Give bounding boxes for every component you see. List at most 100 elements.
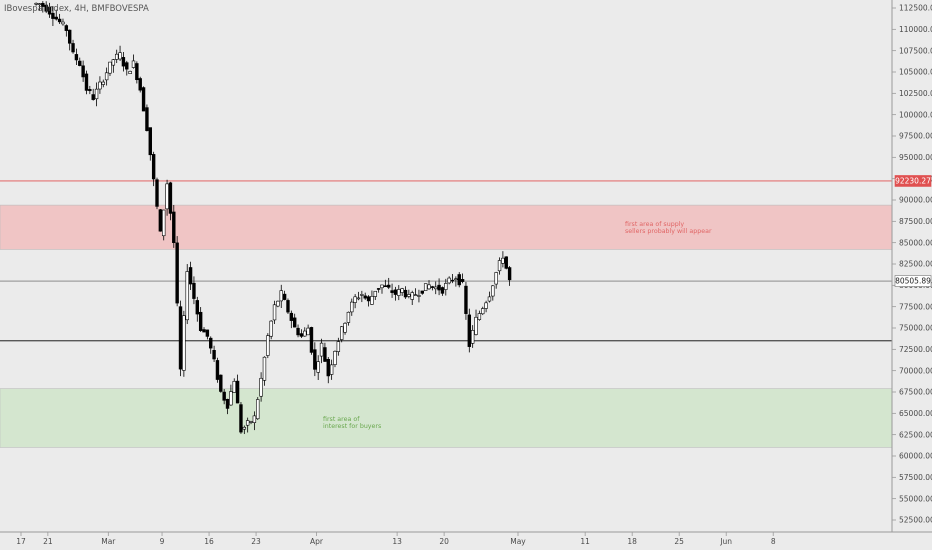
candle-body <box>195 300 200 315</box>
y-tick-label: 110000.00 <box>899 25 932 34</box>
candle-body <box>444 283 448 290</box>
candle-body <box>326 359 330 377</box>
candle-body <box>115 53 119 60</box>
demand-zone-label-line-1: first area of <box>323 416 360 423</box>
candle-body <box>393 289 398 295</box>
candle-body <box>360 294 364 296</box>
candle-body <box>339 326 344 340</box>
candle-body <box>67 29 72 44</box>
candle-body <box>192 282 196 299</box>
candle-body <box>434 286 438 290</box>
candle-body <box>212 350 216 360</box>
candle-body <box>417 295 421 297</box>
y-tick-label: 87500.00 <box>899 217 932 226</box>
candle-body <box>242 426 247 430</box>
x-axis-ticks: 17 21 Mar 9 16 23 Apr 13 20 May 11 18 25 Jun 8 <box>16 532 776 546</box>
candle-body <box>54 16 58 20</box>
candle-body <box>61 21 65 25</box>
candle-body <box>37 3 42 5</box>
candle-body <box>397 289 401 296</box>
x-tick-label: Mar <box>101 537 116 546</box>
candle-body <box>430 286 435 288</box>
demand-zone <box>0 388 893 448</box>
candle-body <box>363 295 367 299</box>
candle-body <box>41 2 45 7</box>
x-tick-label: Apr <box>310 537 324 546</box>
x-tick-label: 13 <box>392 537 402 546</box>
candle-body <box>350 301 354 313</box>
candle-body <box>336 341 341 352</box>
candle-body <box>373 290 377 297</box>
y-tick-label: 102500.00 <box>899 89 932 98</box>
candle-body <box>84 73 89 91</box>
candle-body <box>501 257 505 264</box>
candle-body <box>400 288 404 293</box>
candle-body <box>235 380 240 404</box>
candle-body <box>266 335 270 356</box>
candle-body <box>57 18 62 23</box>
candle-body <box>259 377 263 397</box>
candle-body <box>413 294 418 296</box>
candle-body <box>108 61 112 74</box>
candle-body <box>457 274 461 286</box>
candle-body <box>225 398 230 409</box>
candle-body <box>454 278 458 281</box>
candle-body <box>262 356 267 381</box>
candle-body <box>151 154 156 180</box>
candle-body <box>222 391 226 401</box>
y-tick-label: 107500.00 <box>899 46 932 55</box>
candle-body <box>497 260 502 272</box>
x-tick-label: 18 <box>627 537 637 546</box>
y-tick-label: 52500.00 <box>899 516 932 525</box>
candle-body <box>329 364 334 375</box>
candle-body <box>390 290 394 293</box>
candle-body <box>182 315 186 371</box>
candle-body <box>51 12 55 19</box>
candle-body <box>477 313 482 320</box>
candle-body <box>481 308 485 315</box>
y-tick-label: 85000.00 <box>899 238 932 247</box>
price-tag-label: 92230.27 <box>895 177 931 186</box>
price-tag-bg <box>894 275 932 287</box>
candle-body <box>252 415 257 423</box>
price-tag-bg <box>894 175 932 187</box>
candle-body <box>470 330 475 344</box>
candle-body <box>319 342 324 357</box>
candle-body <box>64 25 69 31</box>
y-tick-label: 75000.00 <box>899 324 932 333</box>
candle-body <box>504 256 508 269</box>
candle-body <box>410 292 414 300</box>
candle-body <box>286 300 290 313</box>
candle-body <box>88 89 92 92</box>
candle-body <box>276 300 280 307</box>
candle-body <box>323 347 327 362</box>
candle-body <box>316 361 320 373</box>
candle-body <box>125 62 129 70</box>
y-tick-label: 97500.00 <box>899 132 932 141</box>
supply-zone-label-line-2: sellers probably will appear <box>625 228 712 235</box>
candle-body <box>205 329 210 337</box>
candle-body <box>198 311 203 331</box>
candle-body <box>175 242 179 304</box>
y-tick-label: 77500.00 <box>899 302 932 311</box>
y-tick-label: 100000.00 <box>899 110 932 119</box>
candle-body <box>313 349 317 370</box>
candle-body <box>366 296 371 302</box>
x-tick-label: 8 <box>771 537 776 546</box>
candle-body <box>467 314 472 347</box>
candle-body <box>239 404 243 433</box>
candle-body <box>128 70 132 74</box>
candle-body <box>135 63 139 81</box>
candle-body <box>370 296 374 305</box>
candle-body <box>131 60 136 68</box>
candle-body <box>141 87 146 112</box>
x-tick-label: Jun <box>719 537 732 546</box>
candle-body <box>74 54 79 61</box>
candle-body <box>121 57 126 67</box>
candle-body <box>94 88 99 100</box>
demand-zone-label-line-2: interest for buyers <box>323 423 381 430</box>
candle-body <box>91 94 95 100</box>
candle-body <box>188 267 193 285</box>
